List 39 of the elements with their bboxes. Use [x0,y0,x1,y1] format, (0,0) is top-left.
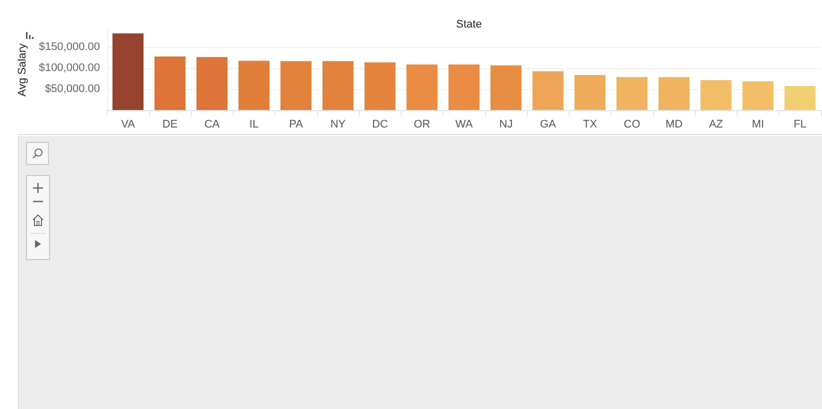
bar [280,61,312,110]
bar [364,62,396,110]
bar [448,64,480,110]
x-tick-label: DC [372,118,388,130]
x-tick-label: CO [624,118,641,130]
bar [784,86,816,110]
x-tick-label: DE [162,118,178,130]
bar [196,56,228,110]
y-tick-label: $150,000.00 [38,40,100,53]
bar [742,81,774,110]
x-tick-label: GA [540,118,557,130]
x-tick-label: MD [665,118,683,130]
x-tick-label: IL [249,118,259,130]
x-tick-label: NJ [499,118,513,130]
bar [490,65,522,110]
bar [532,71,564,110]
bar [238,60,270,110]
bar [112,33,144,110]
x-tick-label: FL [794,118,806,130]
bar [658,77,690,110]
x-tick-label: VA [121,118,136,130]
x-tick-label: PA [289,118,304,130]
x-tick-label: TX [582,118,598,130]
bar [322,61,354,110]
x-tick-label: CA [204,118,220,130]
bar [574,75,606,110]
x-tick-label: MI [752,118,764,130]
x-tick-label: WA [455,118,474,130]
x-tick-label: NY [330,118,346,130]
bar [154,56,186,110]
x-tick-label: OR [414,118,430,130]
bar [616,77,648,110]
y-tick-label: $100,000.00 [38,62,100,74]
x-axis-title: State [456,18,482,30]
bar [700,80,732,110]
x-tick-label: AZ [708,118,724,130]
bar [406,64,438,110]
y-tick-label: $50,000.00 [44,82,100,95]
y-axis-title: Avg Salary [16,43,28,96]
